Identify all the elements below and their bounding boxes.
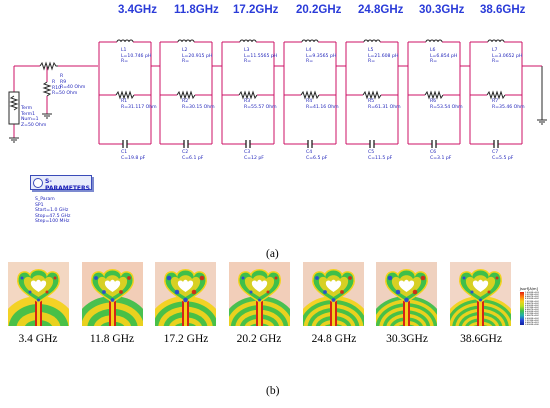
colorbar-tick: 2.6667E+002 (525, 315, 539, 318)
freq-label: 11.8GHz (174, 4, 219, 16)
resistor-label: R5 R=61.31 Ohm (368, 99, 401, 110)
inductor-label: L2 L=20.915 pH R= (182, 48, 213, 65)
inductor-symbol (487, 39, 505, 43)
rlc-section (159, 39, 222, 148)
resistor-label: R2 R=30.15 Ohm (182, 99, 215, 110)
colorbar-tick: 8.6667E+002 (525, 296, 539, 299)
capacitor-label: C2 C=6.1 pF (182, 150, 204, 161)
simulation-frequency-label: 17.2 GHz (163, 333, 209, 345)
resistor-label: R6 R=53.54 Ohm (430, 99, 463, 110)
inductor-label: L1 L=10.746 pH R= (121, 48, 152, 65)
colorbar-tick: 0.0000E+000 (525, 324, 539, 326)
colorbar-tick: 4.0000E+002 (525, 311, 539, 314)
field-distribution-panel (155, 262, 216, 326)
inductor-symbol (425, 39, 443, 43)
colorbar-tick: 7.3333E+002 (525, 300, 539, 303)
simulation-frequency-label: 38.6GHz (460, 333, 502, 345)
field-distribution-panel (376, 262, 437, 326)
simulation-frequency-label: 20.2 GHz (236, 333, 282, 345)
colorbar-title: Jsurf[A/m] (520, 287, 538, 291)
resistor-label: R3 R=55.57 Ohm (244, 99, 277, 110)
inductor-symbol (177, 39, 195, 43)
colorbar-tick: 6.6667E+002 (525, 302, 539, 305)
inductor-symbol (239, 39, 257, 43)
freq-label: 24.8GHz (358, 4, 404, 16)
resistor-symbol (362, 90, 382, 100)
capacitor-label: C5 C=11.5 pF (368, 150, 393, 161)
colorbar-tick: 5.3333E+002 (525, 306, 539, 309)
resistor-label: R7 R=35.46 Ohm (492, 99, 525, 110)
sparam-title: S-PARAMETERS (45, 178, 90, 192)
freq-label: 17.2GHz (233, 4, 279, 16)
inductor-label: L4 L=9.3565 pH R= (306, 48, 337, 65)
capacitor-label: C3 C=12 pF (244, 150, 264, 161)
colorbar-tick: 6.0000E+002 (525, 304, 539, 307)
freq-label: 30.3GHz (419, 4, 465, 16)
capacitor-label: C6 C=3.1 pF (430, 150, 452, 161)
sparam-settings: S_Param SP1 Start=1.0 GHz Stop=47.5 GHz … (35, 197, 71, 225)
resistor-label: R4 R=41.16 Ohm (306, 99, 339, 110)
resistor-symbol (176, 90, 196, 100)
rlc-section (345, 39, 408, 148)
inductor-symbol (116, 39, 134, 43)
colorbar: Jsurf[A/m] 1.0000E+003 9.3333E+002 8.6667E… (520, 287, 548, 327)
rlc-section (221, 39, 284, 148)
capacitor-label: C7 C=5.5 pF (492, 150, 514, 161)
colorbar-tick: 4.6667E+002 (525, 309, 539, 312)
rlc-section (98, 39, 160, 148)
r10-label: R R10 R=50 Ohm (52, 80, 78, 97)
colorbar-tick: 1.0000E+003 (525, 292, 539, 294)
inductor-symbol (301, 39, 319, 43)
resistor-symbol (238, 90, 258, 100)
field-distribution-panel (303, 262, 364, 326)
freq-label: 38.6GHz (480, 4, 526, 16)
capacitor-label: C1 C=19.8 pF (121, 150, 146, 161)
field-distribution-panel (229, 262, 290, 326)
s-parameters-block: S-PARAMETERS (30, 175, 92, 192)
colorbar-tick: 8.0000E+002 (525, 298, 539, 301)
resistor-symbol (115, 90, 135, 100)
field-distribution-panel (450, 262, 511, 326)
resistor-symbol (424, 90, 444, 100)
caption-a: (a) (266, 248, 279, 260)
colorbar-tick: 1.3333E+002 (525, 319, 539, 322)
resistor-symbol (486, 90, 506, 100)
sparam-icon (33, 178, 43, 188)
colorbar-tick: 9.3333E+002 (525, 294, 539, 297)
inductor-label: L5 L=21.608 pH R= (368, 48, 399, 65)
colorbar-tick: 3.3333E+002 (525, 313, 539, 316)
rlc-section (469, 39, 542, 148)
field-distribution-panel (82, 262, 143, 326)
simulation-frequency-label: 11.8 GHz (89, 333, 135, 345)
capacitor-label: C4 C=6.5 pF (306, 150, 328, 161)
colorbar-gradient (520, 292, 524, 325)
freq-label: 3.4GHz (118, 4, 157, 16)
resistor-label: R1 R=31.117 Ohm (121, 99, 157, 110)
field-distribution-panel (8, 262, 69, 326)
inductor-label: L7 L=3.0652 pH R= (492, 48, 523, 65)
rlc-section (283, 39, 346, 148)
rlc-section (407, 39, 470, 148)
freq-label: 20.2GHz (296, 4, 342, 16)
caption-b: (b) (266, 385, 280, 397)
term-label: Term Term1 Num=1 Z=50 Ohm (21, 106, 47, 128)
inductor-symbol (363, 39, 381, 43)
simulation-frequency-label: 24.8 GHz (311, 333, 357, 345)
inductor-label: L3 L=11.5565 pH R= (244, 48, 278, 65)
simulation-frequency-label: 3.4 GHz (18, 333, 58, 345)
simulation-frequency-label: 30.3GHz (386, 333, 428, 345)
inductor-label: L6 L=6.854 pH R= (430, 48, 458, 65)
colorbar-tick: 2.0000E+002 (525, 317, 539, 320)
r9-label: R R9 R=40 Ohm (60, 74, 86, 91)
colorbar-tick: 6.6667E+001 (525, 321, 539, 324)
schematic-wires (8, 39, 547, 148)
resistor-symbol (300, 90, 320, 100)
